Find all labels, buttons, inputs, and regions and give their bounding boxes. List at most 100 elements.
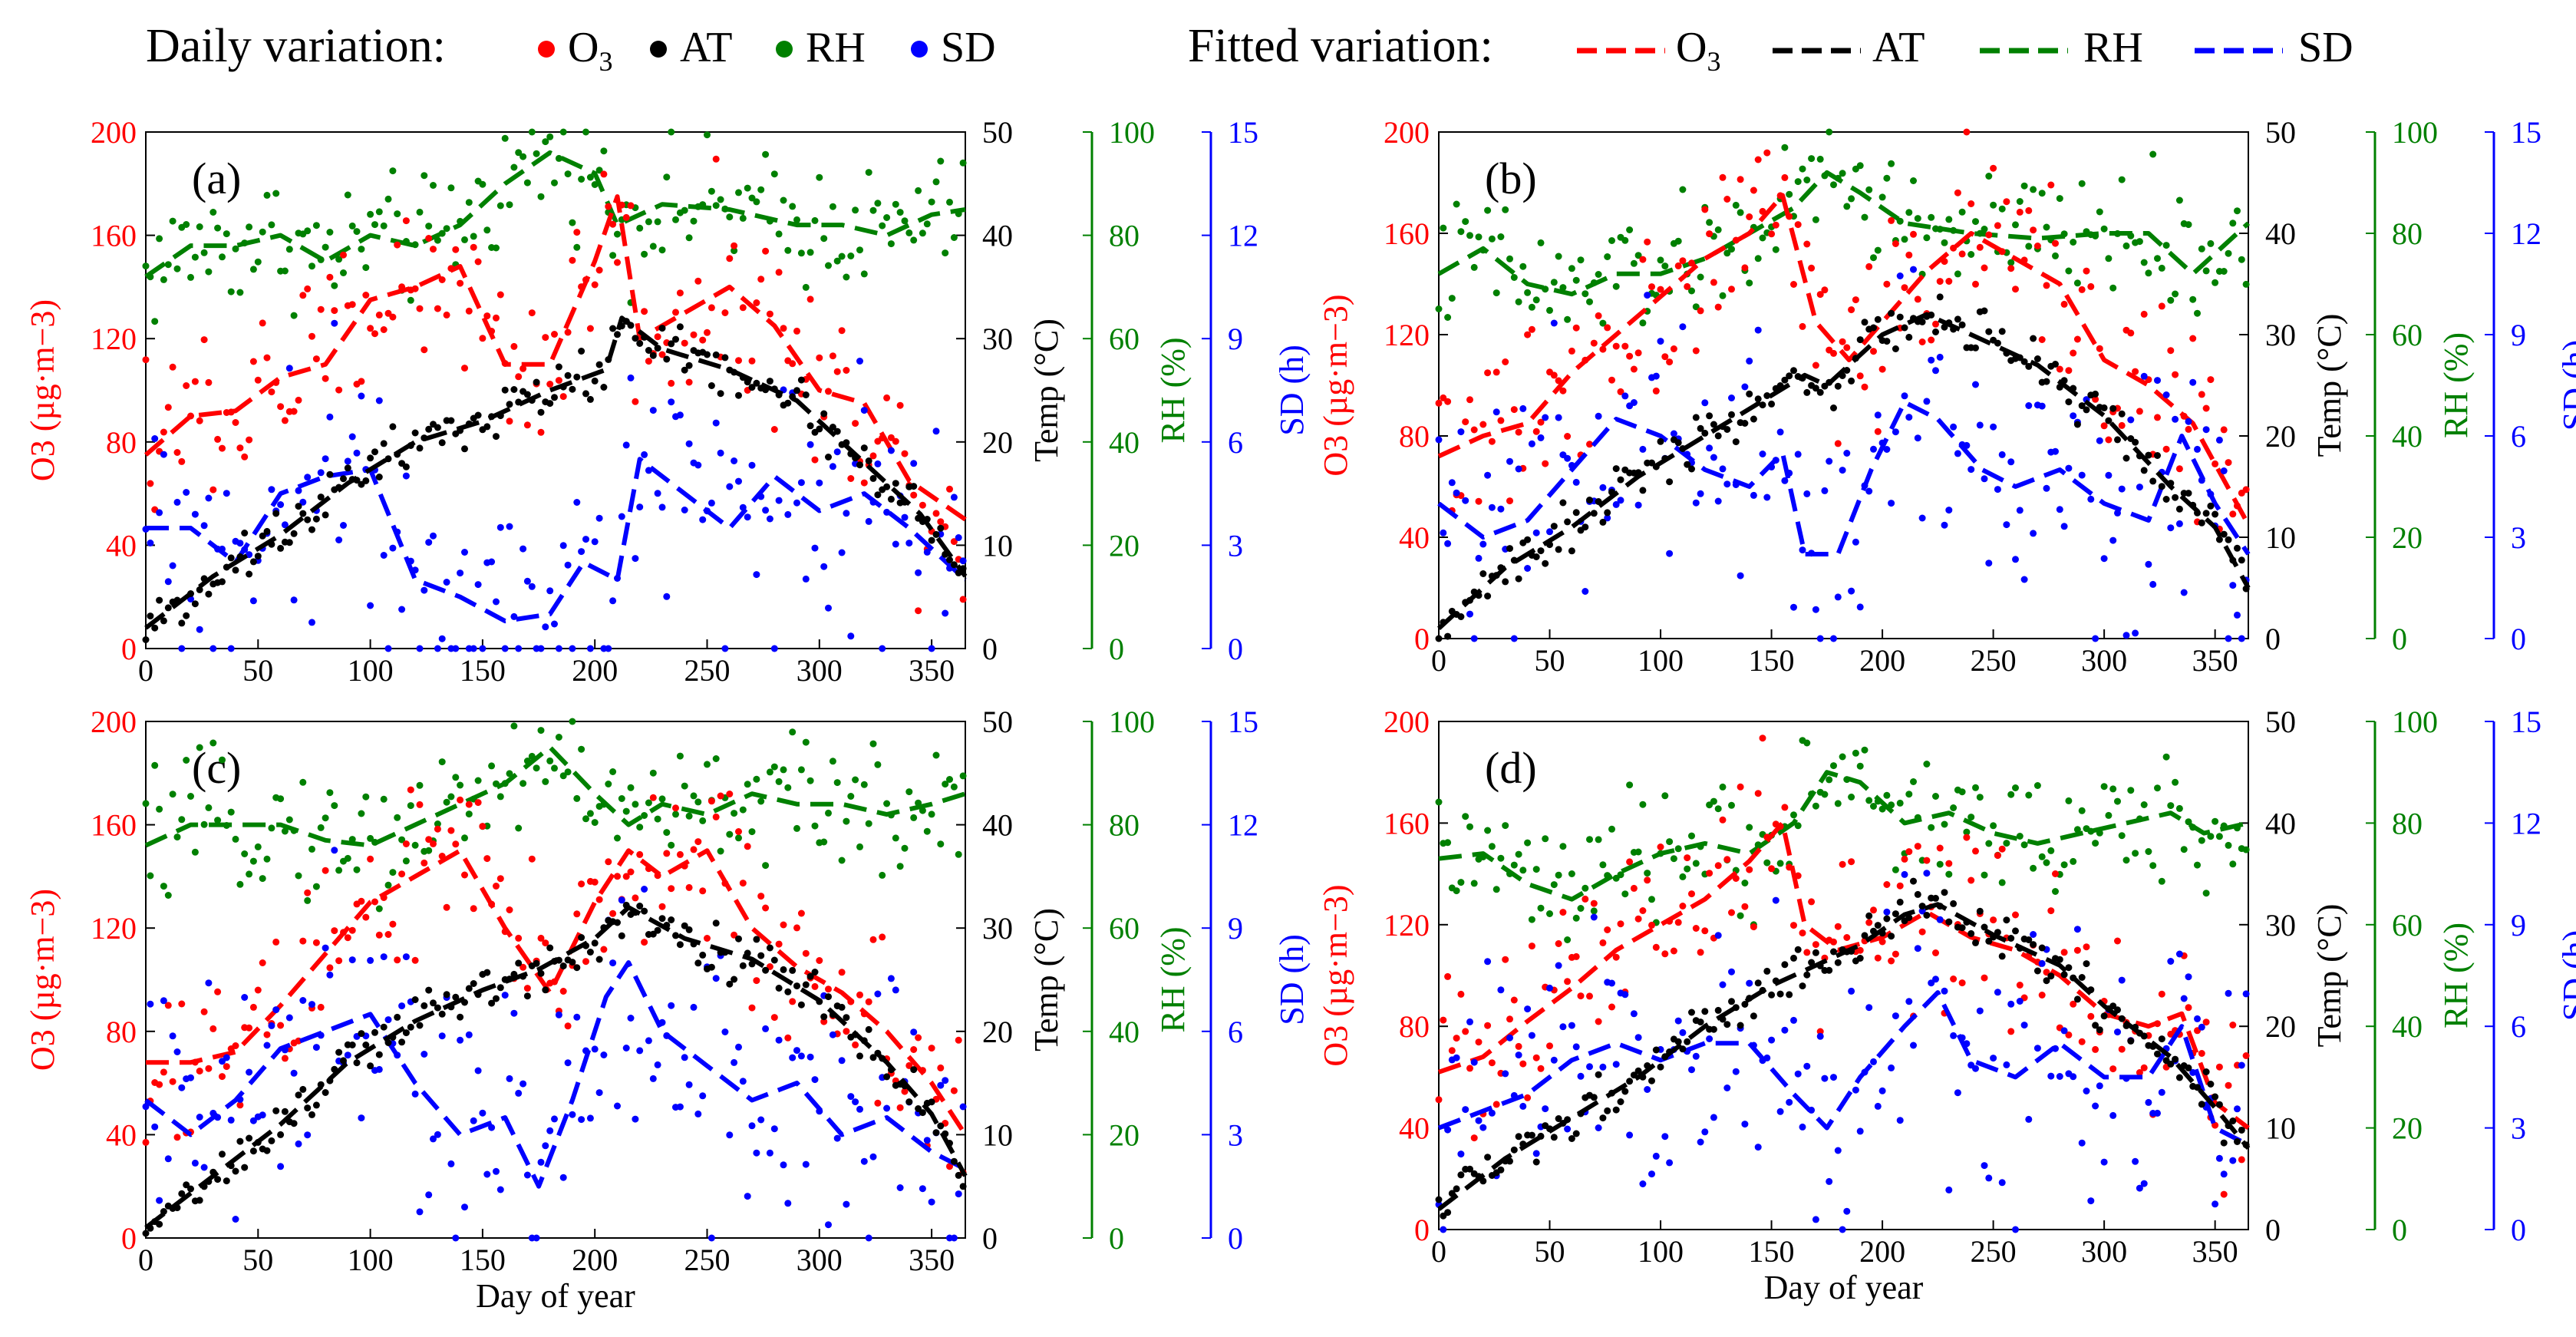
data-point <box>1976 794 1984 801</box>
data-point <box>1746 279 1753 287</box>
data-point <box>1768 1036 1776 1044</box>
data-point <box>1994 222 2001 229</box>
data-point <box>874 460 882 467</box>
data-point <box>2212 279 2219 286</box>
data-point <box>1852 538 1859 546</box>
data-point <box>326 273 334 281</box>
data-point <box>600 147 608 155</box>
data-point <box>1524 1005 1532 1013</box>
data-point <box>236 444 244 452</box>
data-point <box>1492 1101 1500 1108</box>
data-point <box>2212 1121 2219 1129</box>
data-point <box>636 340 644 347</box>
data-point <box>1856 955 1864 962</box>
data-point <box>2162 753 2170 761</box>
data-point <box>649 1075 657 1082</box>
data-point <box>780 196 787 204</box>
data-point <box>169 1078 176 1085</box>
data-point <box>1497 1166 1505 1174</box>
data-point <box>1776 428 1784 436</box>
data-point <box>2078 974 2086 981</box>
data-point <box>2073 421 2081 428</box>
data-point <box>1515 1042 1522 1050</box>
data-point <box>887 975 895 982</box>
data-point <box>1435 436 1443 444</box>
data-point <box>564 561 572 569</box>
data-point <box>2047 181 2055 189</box>
data-point <box>2167 802 2175 810</box>
data-point <box>1861 319 1869 326</box>
data-point <box>820 563 828 570</box>
data-point <box>362 292 370 299</box>
data-point <box>726 791 734 797</box>
data-point <box>1701 1008 1709 1015</box>
data-point <box>860 444 868 452</box>
data-point <box>663 850 671 857</box>
data-point <box>425 847 433 854</box>
data-point <box>1848 587 1855 595</box>
data-point <box>555 377 562 385</box>
data-point <box>425 1191 433 1199</box>
data-point <box>277 795 285 803</box>
data-point <box>1950 804 1958 811</box>
data-point <box>1856 762 1864 770</box>
data-point <box>1874 315 1882 323</box>
data-point <box>375 397 383 404</box>
data-point <box>515 959 523 967</box>
data-point <box>887 495 895 503</box>
data-point <box>789 728 797 736</box>
data-point <box>860 407 868 414</box>
data-point <box>169 363 176 371</box>
data-point <box>2229 582 2237 589</box>
data-point <box>416 781 424 789</box>
data-point <box>2180 589 2188 596</box>
sd-tick-label: 15 <box>2511 705 2541 739</box>
data-point <box>1706 870 1713 877</box>
data-point <box>1608 237 1615 244</box>
data-point <box>1812 216 1819 223</box>
data-point <box>295 1140 302 1147</box>
panel-letter: (d) <box>1485 743 1537 793</box>
data-point <box>496 793 504 801</box>
data-point <box>1537 418 1545 426</box>
data-point <box>173 834 181 841</box>
data-point <box>2047 1072 2055 1080</box>
sd-tick-label: 6 <box>1228 425 1243 460</box>
data-point <box>1630 884 1638 892</box>
data-point <box>586 173 594 181</box>
data-point <box>1688 890 1695 898</box>
data-point <box>2242 486 2250 494</box>
data-point <box>699 1092 707 1100</box>
x-tick-label: 0 <box>138 653 153 688</box>
data-point <box>2122 454 2130 462</box>
data-point <box>1621 342 1629 350</box>
data-point <box>1928 336 1935 344</box>
data-point <box>1737 783 1744 791</box>
data-point <box>1972 1065 1979 1072</box>
data-point <box>1821 286 1829 294</box>
data-point <box>2003 840 2010 847</box>
data-point <box>2215 1101 2223 1108</box>
data-point <box>183 382 190 389</box>
data-point <box>1972 344 1979 352</box>
data-point <box>254 553 262 560</box>
data-point <box>183 489 190 496</box>
data-point <box>299 510 307 517</box>
data-point <box>2238 556 2245 564</box>
data-point <box>928 810 935 818</box>
data-point <box>1870 324 1877 332</box>
data-point <box>2154 377 2161 385</box>
data-point <box>595 266 603 274</box>
data-point <box>578 934 585 941</box>
data-point <box>367 325 374 332</box>
data-point <box>249 857 257 865</box>
data-point <box>681 206 688 214</box>
data-point <box>1910 877 1917 885</box>
data-point <box>1856 1127 1864 1135</box>
data-point <box>1954 1089 1961 1097</box>
data-point <box>1896 898 1904 906</box>
data-point <box>312 1101 320 1109</box>
data-point <box>762 1025 770 1032</box>
data-point <box>2140 801 2148 808</box>
data-point <box>735 935 742 943</box>
